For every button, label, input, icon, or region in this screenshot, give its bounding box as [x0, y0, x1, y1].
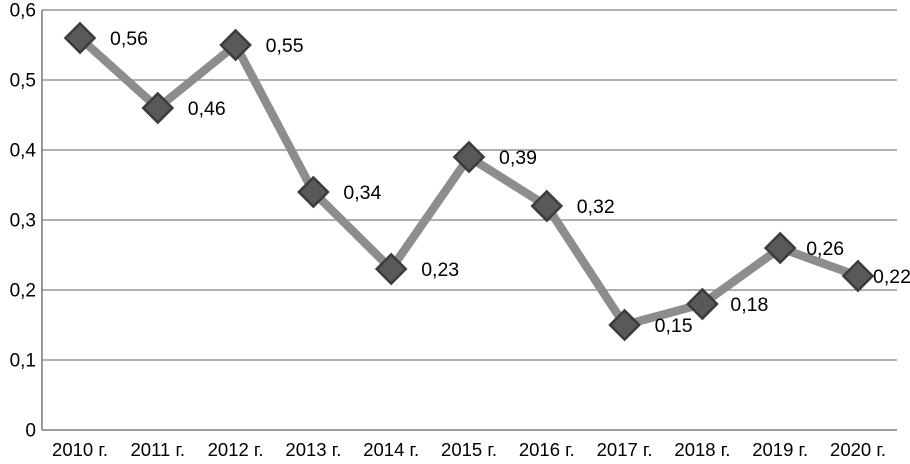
data-point-marker [297, 175, 330, 209]
data-point-label: 0,34 [343, 182, 381, 204]
y-tick-label: 0,6 [10, 1, 36, 22]
x-tick-label: 2019 г. [752, 439, 808, 460]
data-point-marker [530, 189, 564, 223]
series-line [75, 33, 863, 330]
data-point-label: 0,18 [730, 294, 768, 316]
data-point-label: 0,22 [873, 266, 910, 288]
y-tick-label: 0,3 [10, 211, 36, 232]
x-tick-label: 2015 г. [441, 439, 497, 460]
data-point-label: 0,23 [421, 259, 459, 281]
data-point-label: 0,39 [499, 147, 537, 169]
data-point-label: 0,32 [577, 196, 615, 218]
data-point-marker [374, 252, 408, 286]
x-tick-label: 2018 г. [674, 439, 730, 460]
data-point-label: 0,55 [266, 35, 304, 57]
data-point-marker [219, 28, 252, 62]
data-point-marker [763, 231, 797, 265]
data-point-label: 0,15 [655, 315, 693, 337]
data-point-marker [686, 287, 719, 321]
y-tick-label: 0 [25, 421, 36, 442]
data-point-label: 0,46 [188, 98, 226, 120]
data-point-label: 0,26 [806, 238, 844, 260]
y-tick-label: 0,5 [10, 71, 36, 92]
x-tick-label: 2012 г. [208, 439, 264, 460]
x-tick-label: 2017 г. [597, 439, 653, 460]
x-tick-label: 2020 г. [830, 439, 886, 460]
x-tick-label: 2011 г. [131, 439, 186, 460]
y-tick-label: 0,2 [10, 281, 36, 302]
x-tick-label: 2014 г. [363, 439, 419, 460]
data-point-marker [608, 308, 641, 342]
data-point-marker [841, 259, 875, 293]
data-point-label: 0,56 [110, 28, 148, 50]
y-tick-label: 0,4 [10, 141, 37, 162]
y-tick-label: 0,1 [10, 351, 36, 372]
data-point-marker [452, 140, 486, 174]
data-point-marker [63, 21, 97, 55]
x-tick-label: 2016 г. [519, 439, 575, 460]
x-tick-label: 2013 г. [285, 439, 341, 460]
x-tick-label: 2010 г. [52, 439, 108, 460]
data-point-marker [141, 91, 175, 125]
